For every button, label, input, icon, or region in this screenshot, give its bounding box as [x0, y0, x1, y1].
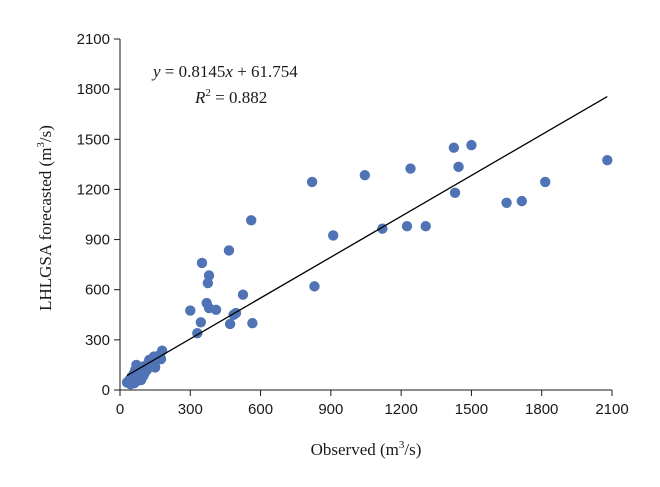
y-tick-label: 1200: [77, 181, 110, 198]
data-point: [156, 345, 168, 356]
r-squared-text: R2 = 0.882: [194, 87, 267, 107]
data-point: [328, 230, 339, 241]
x-axis-title-main: Observed (m: [311, 440, 399, 459]
y-axis-title-sup: 3: [35, 142, 47, 148]
data-point: [420, 221, 431, 232]
data-point: [185, 305, 196, 316]
x-tick-label: 0: [116, 401, 124, 418]
y-tick-label: 1500: [77, 131, 110, 148]
r2-sup: 2: [205, 87, 211, 99]
data-point: [448, 142, 460, 153]
data-point: [195, 317, 207, 328]
r2-base: R: [194, 88, 206, 107]
data-point: [203, 270, 215, 281]
r2-rest: = 0.882: [211, 88, 267, 107]
data-point: [602, 154, 613, 166]
equation-var: x: [224, 62, 233, 81]
x-tick-label: 2100: [595, 401, 628, 418]
y-axis-title-tail: /s): [36, 125, 55, 142]
x-ticks: 0 300 600 900 1200 1500 1800 2100: [116, 390, 629, 418]
x-axis-title: Observed (m3/s): [311, 439, 422, 459]
data-point: [224, 318, 236, 330]
x-tick-label: 300: [178, 401, 203, 418]
data-point: [405, 163, 416, 174]
data-point: [449, 187, 461, 198]
y-axis-title: LHLGSA forecasted (m3/s): [35, 125, 55, 311]
data-point: [210, 304, 222, 315]
equation-lhs: y: [151, 62, 161, 81]
axes: [119, 39, 612, 391]
trendline: [126, 95, 608, 377]
x-axis-title-sup: 3: [399, 439, 405, 451]
y-tick-label: 300: [85, 332, 110, 349]
data-point: [466, 139, 477, 151]
data-points: [121, 139, 613, 390]
data-point: [401, 221, 413, 232]
data-point: [246, 215, 257, 226]
y-tick-label: 0: [102, 382, 110, 399]
x-tick-label: 1500: [455, 401, 488, 418]
y-tick-label: 600: [85, 282, 110, 299]
y-axis-title-main: LHLGSA forecasted (m: [36, 148, 55, 311]
data-point: [453, 161, 464, 173]
y-tick-label: 2100: [77, 31, 110, 48]
x-tick-label: 900: [318, 401, 343, 418]
data-point: [155, 353, 167, 365]
data-point: [223, 245, 235, 256]
equation-text: y = 0.8145x + 61.754: [151, 62, 298, 81]
x-tick-label: 1200: [384, 401, 417, 418]
x-tick-label: 600: [248, 401, 273, 418]
equation-rhs: + 61.754: [233, 62, 298, 81]
x-axis-title-tail: /s): [404, 440, 421, 459]
data-point: [359, 170, 371, 181]
data-point: [237, 289, 249, 300]
data-point: [540, 176, 551, 188]
y-tick-label: 900: [85, 232, 110, 249]
data-point: [247, 317, 258, 329]
data-point: [309, 281, 320, 292]
data-point: [196, 257, 208, 269]
y-ticks: 0 300 600 900 1200 1500 1800 2100: [77, 31, 120, 399]
x-tick-label: 1800: [525, 401, 558, 418]
data-point: [501, 197, 512, 208]
equation-mid: = 0.8145: [161, 62, 226, 81]
data-point: [516, 195, 527, 207]
y-tick-label: 1800: [77, 81, 110, 98]
data-point: [306, 176, 318, 188]
